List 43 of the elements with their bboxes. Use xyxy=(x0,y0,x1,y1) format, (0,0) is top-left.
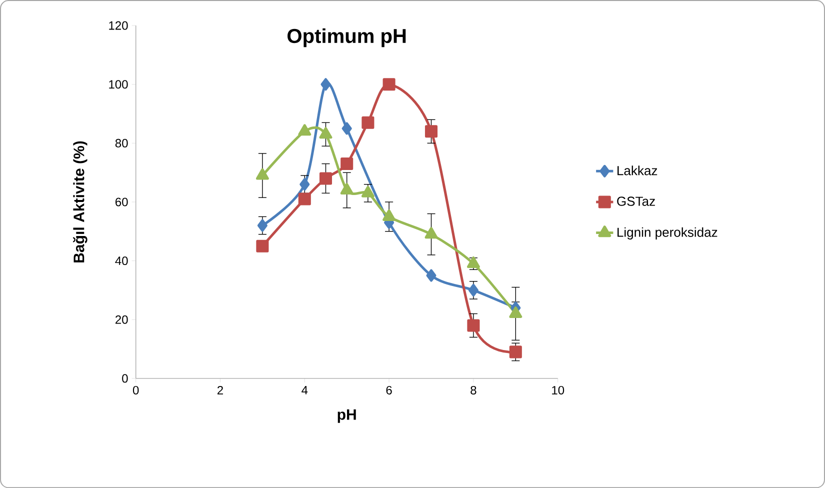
point xyxy=(424,125,438,138)
point xyxy=(361,186,374,198)
point xyxy=(466,256,480,268)
y-tick-label: 0 xyxy=(122,374,128,383)
y-tick-label: 80 xyxy=(115,138,128,148)
point xyxy=(509,346,522,358)
point xyxy=(342,122,352,135)
x-axis-title: pH xyxy=(338,409,356,423)
point xyxy=(340,157,354,170)
point xyxy=(424,226,438,239)
point xyxy=(320,78,331,91)
y-tick-label: 40 xyxy=(115,256,128,265)
point xyxy=(319,172,332,185)
legend-label: Lakkaz xyxy=(618,166,658,176)
point xyxy=(257,219,268,232)
point xyxy=(509,306,522,318)
point xyxy=(256,168,269,180)
point xyxy=(298,124,312,136)
x-tick-label: 2 xyxy=(217,386,223,394)
x-tick-label: 0 xyxy=(132,386,139,394)
x-tick-label: 6 xyxy=(386,386,392,394)
legend-label: Lignin peroksidaz xyxy=(618,227,718,240)
y-tick-label: 100 xyxy=(109,80,128,89)
point xyxy=(256,240,269,252)
point xyxy=(340,182,354,194)
x-tick-label: 10 xyxy=(552,386,564,394)
point xyxy=(298,192,311,206)
legend-label: GSTaz xyxy=(617,196,655,206)
point xyxy=(468,284,478,296)
x-tick-label: 8 xyxy=(470,386,476,394)
point xyxy=(362,116,374,129)
point xyxy=(382,78,396,91)
point xyxy=(426,269,436,282)
y-tick-label: 60 xyxy=(116,198,128,206)
x-tick-label: 4 xyxy=(302,386,308,394)
chart-title: Optimum pH xyxy=(288,28,406,47)
y-tick-label: 120 xyxy=(109,21,128,30)
point xyxy=(319,127,332,139)
point xyxy=(382,209,396,221)
point xyxy=(467,319,480,332)
point xyxy=(300,178,310,191)
y-axis-title: Bağıl Aktivite (%) xyxy=(73,141,88,262)
y-tick-label: 20 xyxy=(116,315,128,324)
